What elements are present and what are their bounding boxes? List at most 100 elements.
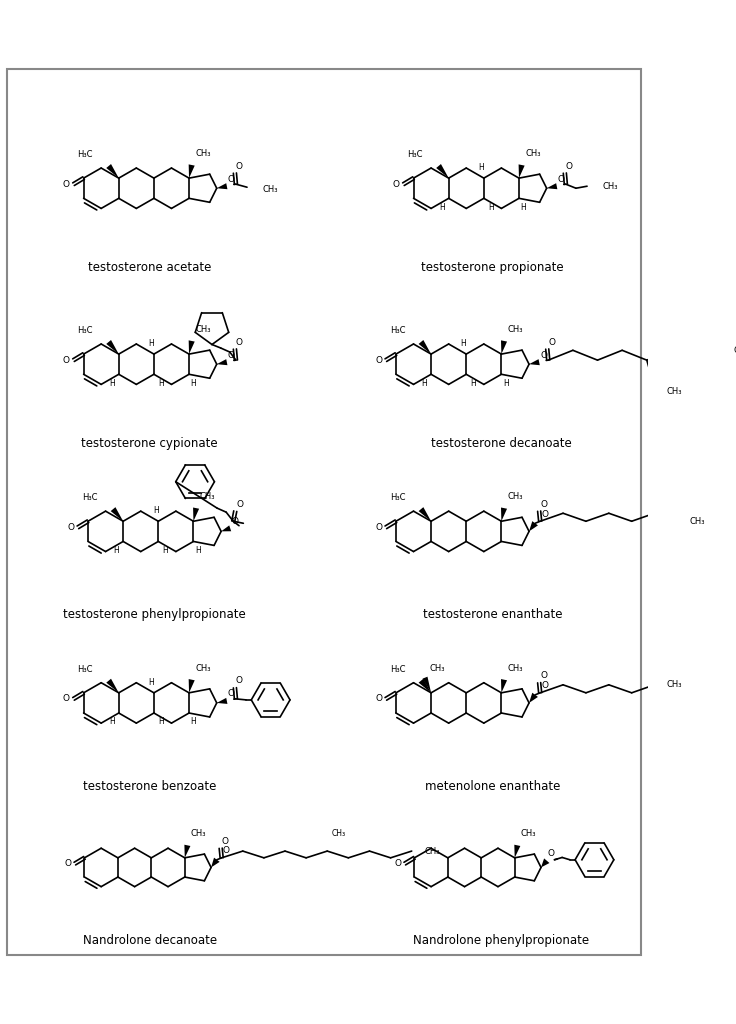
Text: CH₃: CH₃ (195, 325, 210, 334)
Polygon shape (501, 508, 507, 521)
Text: O: O (558, 175, 565, 183)
Polygon shape (501, 340, 507, 354)
Text: H: H (461, 339, 467, 348)
Text: CH₃: CH₃ (429, 665, 445, 673)
Polygon shape (547, 183, 557, 189)
Text: O: O (548, 849, 555, 858)
Text: Nandrolone phenylpropionate: Nandrolone phenylpropionate (414, 934, 590, 947)
Text: H: H (470, 379, 476, 388)
Polygon shape (501, 679, 507, 693)
Text: H: H (153, 506, 158, 515)
Text: H₃C: H₃C (77, 150, 93, 159)
Text: H: H (191, 379, 197, 388)
Text: O: O (540, 500, 547, 509)
Polygon shape (419, 340, 431, 354)
Text: H₃C: H₃C (389, 665, 405, 674)
Text: CH₃: CH₃ (424, 847, 439, 856)
Text: H: H (158, 379, 164, 388)
Polygon shape (188, 165, 195, 178)
Text: testosterone acetate: testosterone acetate (88, 261, 211, 273)
Text: O: O (541, 681, 548, 690)
Polygon shape (216, 698, 227, 703)
Text: CH₃: CH₃ (195, 664, 210, 673)
Polygon shape (529, 692, 538, 702)
Text: O: O (222, 846, 230, 855)
Text: CH₃: CH₃ (521, 829, 537, 839)
Polygon shape (216, 359, 227, 366)
Text: O: O (548, 338, 555, 346)
Polygon shape (211, 858, 219, 867)
Text: O: O (540, 350, 547, 359)
Polygon shape (193, 508, 199, 521)
Text: testosterone decanoate: testosterone decanoate (431, 437, 572, 450)
Polygon shape (106, 340, 118, 354)
Polygon shape (514, 845, 520, 858)
Text: O: O (63, 355, 70, 365)
Text: O: O (566, 162, 573, 171)
Text: H: H (421, 379, 427, 388)
Text: testosterone propionate: testosterone propionate (422, 261, 564, 273)
Text: O: O (375, 355, 382, 365)
Text: H: H (149, 678, 154, 687)
Text: O: O (375, 523, 382, 531)
Text: metenolone enanthate: metenolone enanthate (425, 780, 560, 793)
Polygon shape (419, 679, 431, 693)
Text: CH₃: CH₃ (526, 148, 541, 158)
Text: CH₃: CH₃ (191, 829, 206, 839)
Text: CH₃: CH₃ (690, 517, 705, 525)
Text: O: O (393, 179, 400, 188)
Polygon shape (221, 525, 231, 531)
Polygon shape (185, 845, 191, 858)
Text: CH₃: CH₃ (667, 680, 682, 689)
Polygon shape (422, 677, 431, 693)
Text: O: O (236, 500, 243, 509)
Text: O: O (236, 162, 243, 171)
Text: H: H (163, 546, 169, 555)
Text: H₃C: H₃C (77, 665, 93, 674)
Polygon shape (419, 507, 431, 521)
Text: O: O (236, 676, 243, 685)
Text: H: H (191, 718, 197, 726)
Text: H₃C: H₃C (77, 326, 93, 335)
Text: O: O (68, 523, 74, 531)
Text: O: O (227, 175, 235, 183)
Text: H: H (195, 546, 201, 555)
Text: O: O (63, 179, 70, 188)
Text: Nandrolone decanoate: Nandrolone decanoate (82, 934, 216, 947)
Text: testosterone benzoate: testosterone benzoate (83, 780, 216, 793)
Text: O: O (227, 689, 235, 698)
Text: O: O (227, 350, 235, 359)
Text: H₃C: H₃C (389, 326, 405, 335)
Text: O: O (541, 510, 548, 519)
Polygon shape (188, 340, 195, 354)
Polygon shape (106, 164, 118, 178)
Polygon shape (110, 507, 123, 521)
Text: H: H (158, 718, 164, 726)
Text: O: O (394, 859, 401, 868)
Text: CH₃: CH₃ (332, 828, 346, 838)
Text: CH₃: CH₃ (666, 386, 682, 395)
Polygon shape (541, 858, 550, 867)
Text: H₃C: H₃C (389, 494, 405, 502)
Text: testosterone cypionate: testosterone cypionate (81, 437, 218, 450)
Text: CH₃: CH₃ (508, 325, 523, 334)
Text: O: O (236, 338, 243, 346)
Polygon shape (519, 165, 525, 178)
Text: H: H (520, 203, 526, 212)
Text: O: O (231, 517, 238, 525)
Text: testosterone phenylpropionate: testosterone phenylpropionate (63, 608, 245, 622)
Polygon shape (529, 359, 539, 366)
Text: CH₃: CH₃ (603, 181, 618, 190)
Text: H: H (478, 163, 484, 172)
Polygon shape (436, 164, 449, 178)
Text: H₃C: H₃C (82, 494, 97, 502)
Text: testosterone enanthate: testosterone enanthate (423, 608, 562, 622)
Text: H: H (503, 379, 509, 388)
Polygon shape (106, 679, 118, 693)
Text: CH₃: CH₃ (508, 493, 523, 501)
Polygon shape (188, 679, 195, 693)
Text: CH₃: CH₃ (733, 346, 736, 354)
Text: H: H (109, 718, 115, 726)
Polygon shape (216, 183, 227, 189)
Text: H: H (439, 203, 445, 212)
